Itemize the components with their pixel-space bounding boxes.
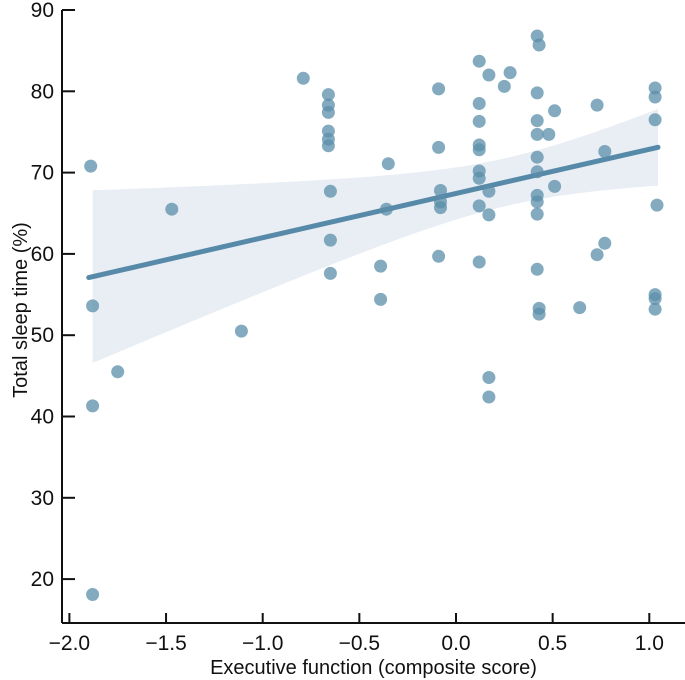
data-point xyxy=(530,262,544,276)
data-point xyxy=(482,371,496,384)
data-point xyxy=(86,399,100,413)
data-point xyxy=(472,97,486,110)
data-point xyxy=(321,105,335,119)
y-tick-label: 30 xyxy=(31,487,54,510)
data-point xyxy=(590,248,604,262)
data-point xyxy=(530,150,544,164)
data-point xyxy=(321,88,335,102)
data-point xyxy=(530,195,544,209)
data-point xyxy=(598,236,612,250)
data-point xyxy=(532,38,546,52)
data-point xyxy=(648,90,662,104)
data-point xyxy=(374,292,388,306)
x-tick-label: −2.0 xyxy=(49,632,90,655)
data-point xyxy=(296,71,310,85)
data-point xyxy=(472,114,486,128)
y-tick-label: 90 xyxy=(31,0,54,22)
data-point xyxy=(648,81,662,95)
data-point xyxy=(503,66,517,80)
data-point xyxy=(472,54,486,68)
data-point xyxy=(432,82,446,96)
data-point xyxy=(648,113,662,127)
data-point xyxy=(497,79,511,93)
data-point xyxy=(86,299,100,313)
data-point xyxy=(530,114,544,128)
data-point xyxy=(472,143,486,157)
regression-line xyxy=(86,144,661,281)
y-axis-title: Total sleep time (%) xyxy=(10,222,32,398)
data-point xyxy=(542,127,556,141)
data-point xyxy=(165,202,179,216)
data-point xyxy=(472,199,486,213)
x-tick-label: −1.5 xyxy=(145,632,186,655)
y-tick-label: 20 xyxy=(31,568,54,591)
data-point xyxy=(432,249,446,263)
data-point xyxy=(472,255,486,269)
data-point xyxy=(432,140,446,154)
data-point xyxy=(530,127,544,141)
y-tick-label: 80 xyxy=(31,80,54,103)
data-point xyxy=(86,588,100,601)
data-point xyxy=(482,390,496,404)
data-point xyxy=(482,184,496,198)
data-point xyxy=(234,324,248,338)
data-point xyxy=(548,104,562,118)
data-point xyxy=(530,86,544,100)
data-point xyxy=(434,201,447,215)
y-tick-label: 50 xyxy=(31,324,54,347)
data-point xyxy=(530,207,544,221)
y-tick-label: 70 xyxy=(31,162,54,185)
x-tick-label: 0.5 xyxy=(538,632,567,655)
data-point xyxy=(532,307,546,321)
data-point xyxy=(323,184,337,198)
data-point xyxy=(434,184,447,197)
data-point xyxy=(482,68,496,82)
data-point xyxy=(648,292,662,306)
data-point xyxy=(111,365,125,379)
data-point xyxy=(598,145,612,158)
x-tick-label: −0.5 xyxy=(339,632,380,655)
confidence-band xyxy=(92,109,659,363)
data-point xyxy=(648,302,662,316)
y-tick-label: 60 xyxy=(31,243,54,266)
data-point xyxy=(472,171,486,185)
y-tick-label: 40 xyxy=(31,406,54,429)
data-point xyxy=(84,159,98,173)
x-axis-title: Executive function (composite score) xyxy=(210,657,537,679)
data-point xyxy=(573,301,587,315)
x-tick-label: 0.0 xyxy=(441,632,470,655)
data-point xyxy=(548,179,562,193)
data-point xyxy=(379,202,393,216)
data-point xyxy=(374,259,388,273)
data-point xyxy=(321,139,335,153)
data-point xyxy=(323,266,337,280)
data-point xyxy=(590,98,604,112)
x-tick-label: −1.0 xyxy=(242,632,283,655)
data-point xyxy=(650,198,664,212)
data-point xyxy=(530,165,544,179)
x-tick-label: 1.0 xyxy=(635,632,664,655)
data-point xyxy=(381,157,395,171)
data-point xyxy=(482,208,496,222)
data-point xyxy=(323,233,337,247)
